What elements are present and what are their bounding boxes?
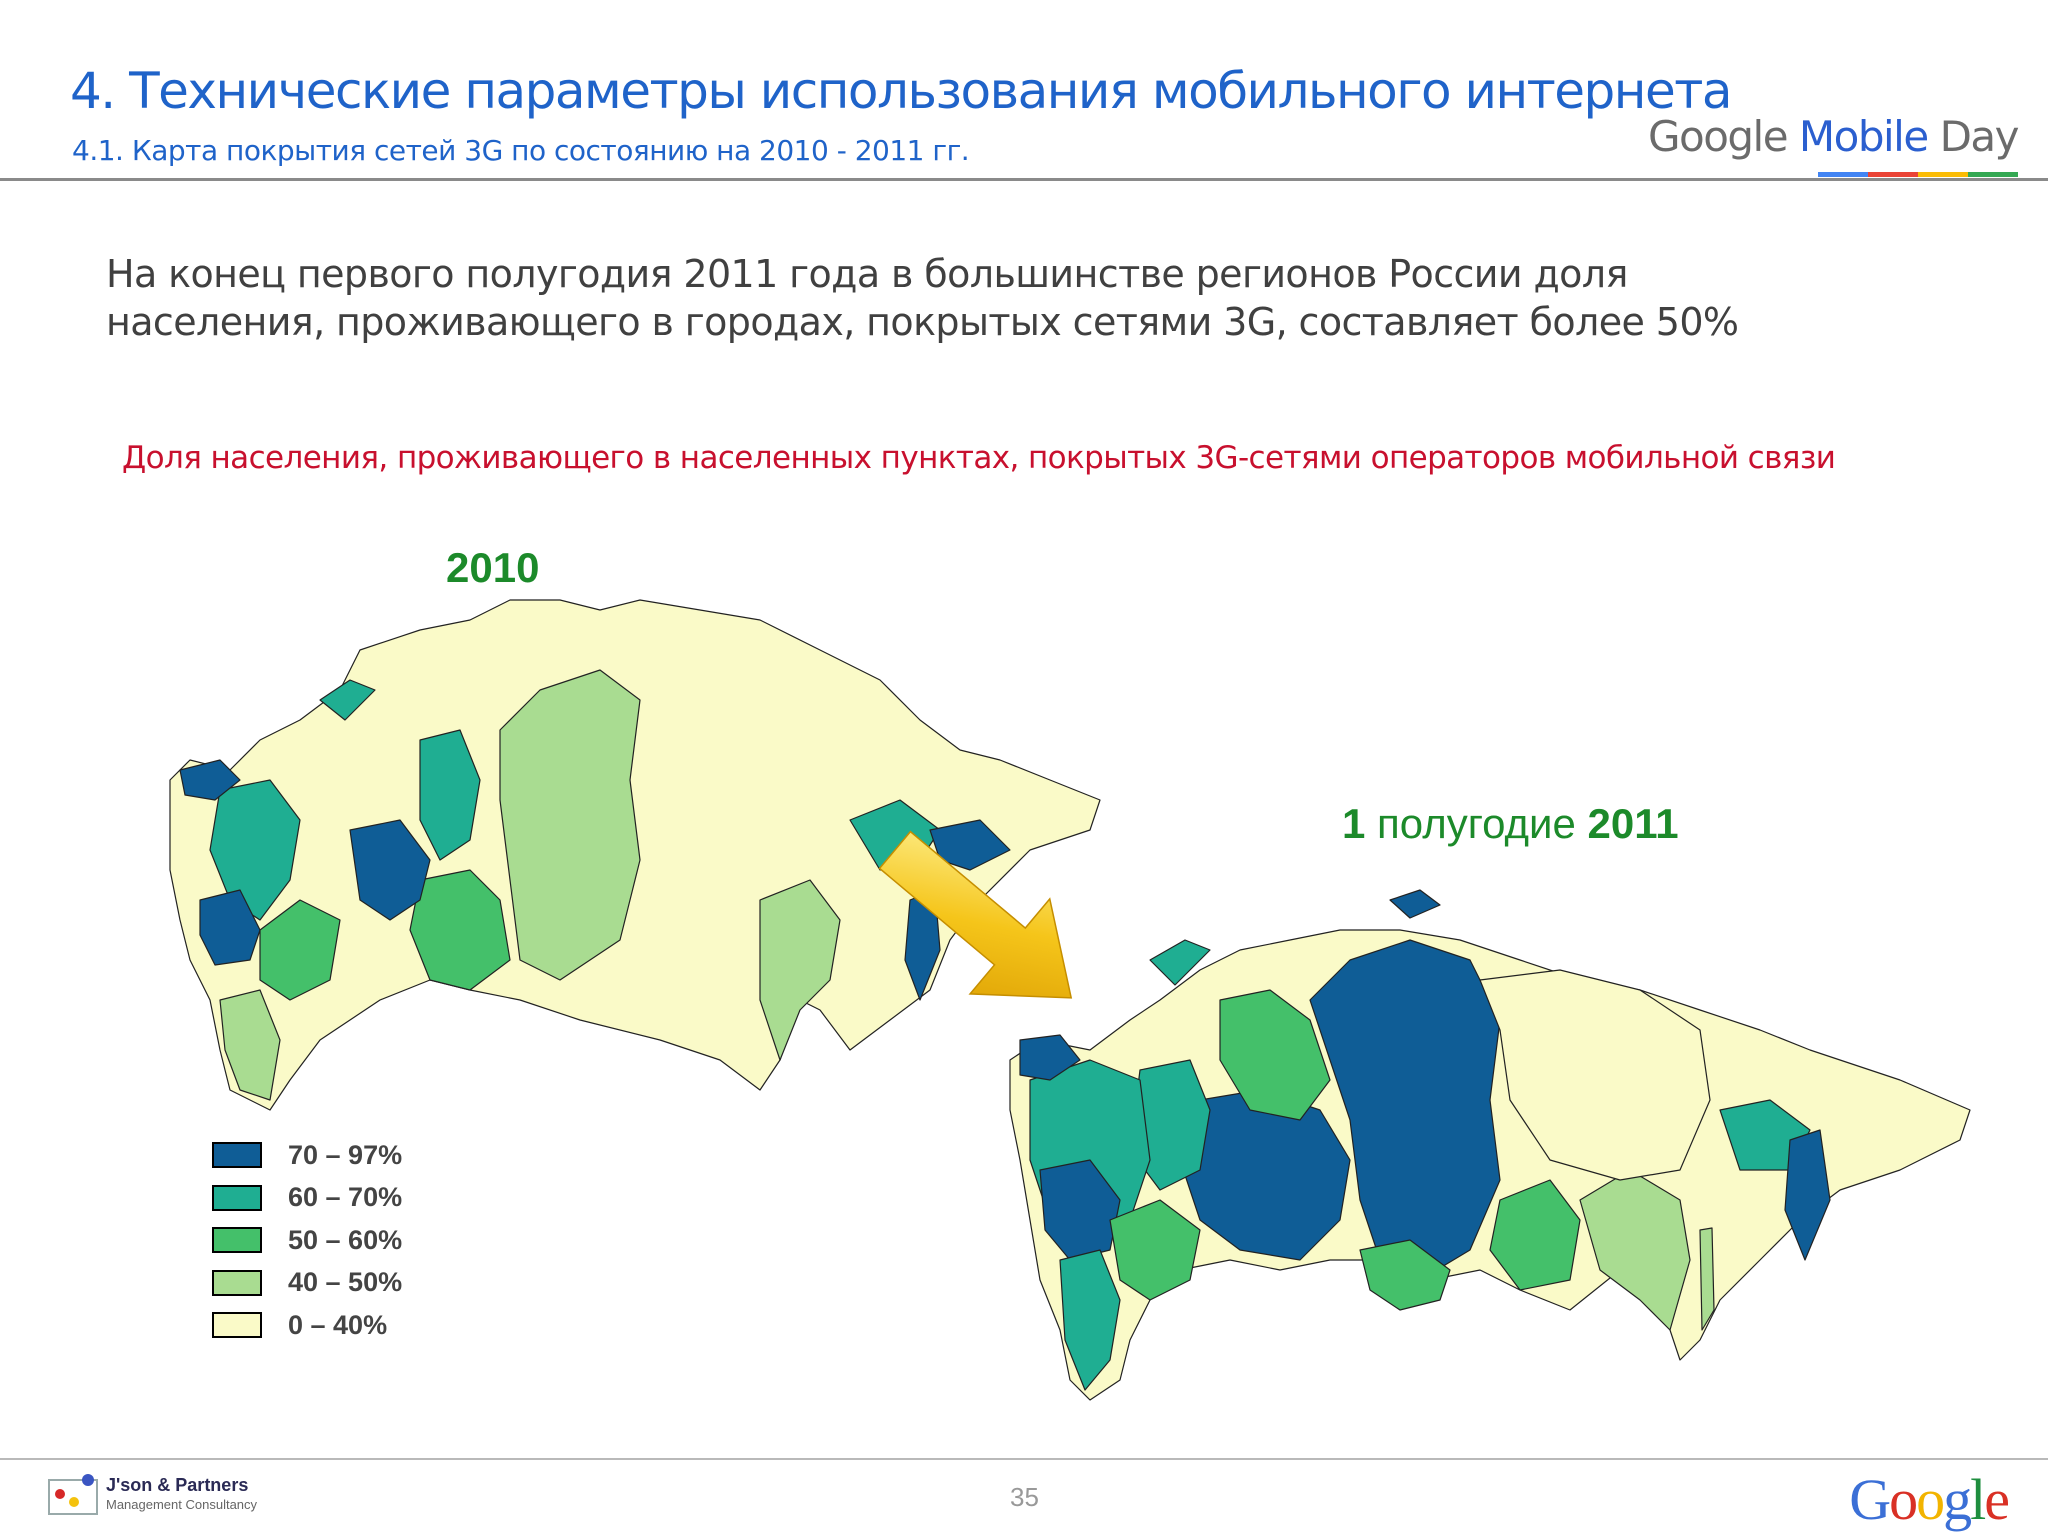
legend-swatch (212, 1269, 262, 1296)
map-2011-region-south (1059, 1249, 1121, 1391)
lead-text: На конец первого полугодия 2011 года в б… (106, 252, 1739, 344)
map-label-2011-year: 2011 (1587, 800, 1679, 847)
map-2010-region-south (219, 989, 281, 1101)
map-2011-region-krasnoyarsk (1309, 939, 1501, 1281)
map-2010-region-center (199, 889, 261, 966)
legend-item: 60 – 70% (212, 1177, 402, 1220)
legend-label: 50 – 60% (288, 1224, 403, 1255)
map-label-2011: 1 полугодие 2011 (1342, 800, 1679, 848)
google-logo: Google (1849, 1466, 2010, 1533)
map-2011 (1009, 889, 1971, 1401)
map-label-2011-word: полугодие (1365, 800, 1588, 847)
google-logo-letter: g (1943, 1467, 1972, 1532)
brand-mobile-word: Mobile (1798, 112, 1929, 161)
legend-item: 0 – 40% (212, 1304, 402, 1347)
map-2011-region-taimyr-islands (1389, 889, 1441, 919)
brand-bar-segment (1918, 172, 1968, 177)
legend-item: 70 – 97% (212, 1134, 402, 1177)
legend-swatch (212, 1312, 262, 1339)
map-2010-region-novaya-zemlya (319, 679, 376, 721)
map-2011-region-kola (1019, 1034, 1081, 1081)
map-2010-region-kola (179, 759, 241, 801)
google-logo-letter: G (1849, 1467, 1891, 1532)
company-name: J'son & Partners (106, 1475, 249, 1495)
brand-bar-segment (1818, 172, 1868, 177)
legend-item: 40 – 50% (212, 1262, 402, 1305)
page-number: 35 (1010, 1482, 1039, 1512)
google-mobile-day-logo: Google Mobile Day (1647, 112, 2020, 161)
brand-day-word: Day (1939, 112, 2020, 161)
google-logo-letter: e (1984, 1467, 2010, 1532)
map-2010-region-urals (349, 819, 431, 921)
page-subtitle: 4.1. Карта покрытия сетей 3G по состояни… (72, 134, 970, 167)
map-label-2010: 2010 (446, 544, 540, 591)
page-title: 4. Технические параметры использования м… (70, 62, 1733, 120)
legend-label: 70 – 97% (288, 1139, 403, 1170)
map-2011-region-center (1039, 1159, 1121, 1261)
map-2010 (169, 599, 1101, 1111)
header-divider (0, 178, 2048, 181)
map-2011-region-novaya-zemlya (1149, 939, 1211, 986)
map-2011-region-irkutsk (1489, 1179, 1581, 1291)
map-caption: Доля населения, проживающего в населенны… (122, 440, 1836, 476)
brand-bar-segment (1868, 172, 1918, 177)
brand-bar-segment (1968, 172, 2018, 177)
legend-swatch (212, 1142, 262, 1169)
legend-swatch (212, 1184, 262, 1211)
company-subtitle: Management Consultancy (106, 1497, 258, 1512)
google-logo-letter: l (1970, 1467, 1986, 1532)
legend-label: 60 – 70% (288, 1182, 403, 1213)
transition-arrow (878, 830, 1073, 999)
legend-item: 50 – 60% (212, 1219, 402, 1262)
footer-divider (0, 1458, 2048, 1460)
legend-swatch (212, 1227, 262, 1254)
map-2010-region-volga (259, 899, 341, 1001)
map-2010-region-krasnoyarsk (499, 669, 641, 981)
google-logo-letter: o (1916, 1467, 1945, 1532)
map-2010-region-south-siberia (409, 869, 511, 991)
map-2010-region-east (759, 879, 841, 1061)
brand-color-bar (1818, 172, 2018, 177)
legend-label: 0 – 40% (288, 1309, 388, 1340)
google-logo-letter: o (1889, 1467, 1918, 1532)
json-partners-logo-icon (48, 1474, 98, 1515)
brand-google-word: Google (1647, 112, 1789, 161)
map-label-2011-num: 1 (1342, 800, 1366, 847)
map-2011-region-kamchatka (1784, 1129, 1831, 1261)
map-2011-region-volga (1109, 1199, 1201, 1301)
map-2011-region-south-siberia (1359, 1239, 1451, 1311)
map-2011-region-yakutia (1479, 969, 1711, 1181)
map-2011-region-yamal (1219, 989, 1331, 1121)
map-2010-region-west (209, 779, 301, 921)
map-2011-region-sakhalin (1699, 1227, 1715, 1331)
map-2010-region-yamal (419, 729, 481, 861)
map-legend: 70 – 97% 60 – 70% 50 – 60% 40 – 50% 0 – 40% (212, 1134, 402, 1347)
legend-label: 40 – 50% (288, 1267, 403, 1298)
